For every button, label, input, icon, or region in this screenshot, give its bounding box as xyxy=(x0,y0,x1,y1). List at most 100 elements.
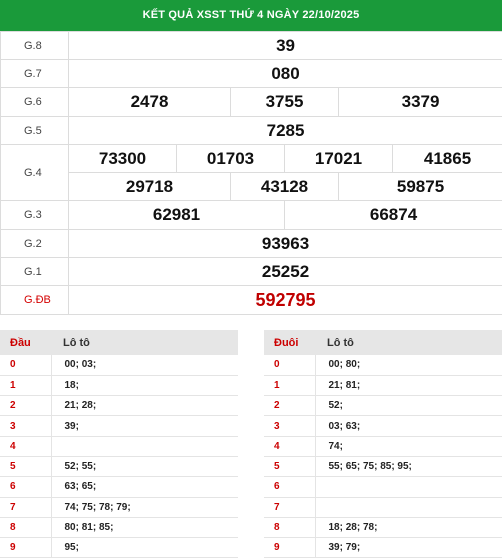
head-digit: 5 xyxy=(0,456,51,476)
prize-row-special: G.ĐB 592795 xyxy=(1,286,502,315)
loto-values: 95; xyxy=(51,538,238,558)
prize-number: 41865 xyxy=(393,145,502,173)
loto-values: 63; 65; xyxy=(51,477,238,497)
loto-header: Lô tô xyxy=(315,330,502,355)
prize-number: 25252 xyxy=(69,258,502,286)
prize-row-g2: G.2 93963 xyxy=(1,230,502,258)
loto-values: 74; 75; 78; 79; xyxy=(51,497,238,517)
prize-label: G.4 xyxy=(1,145,69,201)
prize-number: 17021 xyxy=(285,145,393,173)
loto-values xyxy=(51,436,238,456)
results-table: G.8 39 G.7 080 G.6 2478 3755 3379 G.5 72… xyxy=(0,31,502,315)
prize-number: 2478 xyxy=(69,88,231,117)
tail-digit: 1 xyxy=(264,375,315,395)
prize-row-g8: G.8 39 xyxy=(1,32,502,60)
tail-digit: 8 xyxy=(264,517,315,537)
prize-number: 3755 xyxy=(231,88,339,117)
loto-values: 03; 63; xyxy=(315,416,502,436)
loto-values: 39; xyxy=(51,416,238,436)
prize-number: 59875 xyxy=(339,173,502,201)
dau-header: Đầu xyxy=(0,330,51,355)
loto-values: 21; 28; xyxy=(51,396,238,416)
special-prize-number: 592795 xyxy=(69,286,502,315)
tail-digit: 2 xyxy=(264,396,315,416)
loto-values: 52; xyxy=(315,396,502,416)
loto-values: 21; 81; xyxy=(315,375,502,395)
loto-values: 18; 28; 78; xyxy=(315,517,502,537)
prize-row-g4: G.4 73300 01703 17021 41865 xyxy=(1,145,502,173)
prize-row-g6: G.6 2478 3755 3379 xyxy=(1,88,502,117)
prize-number: 93963 xyxy=(69,230,502,258)
head-digit: 2 xyxy=(0,396,51,416)
head-digit: 7 xyxy=(0,497,51,517)
prize-number: 7285 xyxy=(69,117,502,145)
tail-digit: 3 xyxy=(264,416,315,436)
tail-digit: 5 xyxy=(264,456,315,476)
tail-digit: 7 xyxy=(264,497,315,517)
loto-values: 00; 03; xyxy=(51,355,238,375)
table-row: 6 xyxy=(264,477,502,497)
prize-number: 43128 xyxy=(231,173,339,201)
prize-number: 73300 xyxy=(69,145,177,173)
tail-digit: 6 xyxy=(264,477,315,497)
head-digit: 9 xyxy=(0,538,51,558)
table-row: 7 xyxy=(264,497,502,517)
tail-digit: 4 xyxy=(264,436,315,456)
loto-header: Lô tô xyxy=(51,330,238,355)
prize-label: G.6 xyxy=(1,88,69,117)
tail-digit: 0 xyxy=(264,355,315,375)
prize-number: 3379 xyxy=(339,88,502,117)
head-digit: 3 xyxy=(0,416,51,436)
prize-number: 62981 xyxy=(69,201,285,230)
prize-label: G.2 xyxy=(1,230,69,258)
prize-row-g5: G.5 7285 xyxy=(1,117,502,145)
loto-values: 39; 79; xyxy=(315,538,502,558)
loto-values xyxy=(315,497,502,517)
results-title: KẾT QUẢ XSST THỨ 4 NGÀY 22/10/2025 xyxy=(0,0,502,31)
table-row: 4 xyxy=(0,436,238,456)
prize-row-g4b: 29718 43128 59875 xyxy=(1,173,502,201)
loto-values: 18; xyxy=(51,375,238,395)
head-digit: 4 xyxy=(0,436,51,456)
prize-label-special: G.ĐB xyxy=(1,286,69,315)
prize-number: 39 xyxy=(69,32,502,60)
prize-number: 29718 xyxy=(69,173,231,201)
loto-values: 74; xyxy=(315,436,502,456)
head-digit: 0 xyxy=(0,355,51,375)
prize-label: G.7 xyxy=(1,60,69,88)
head-digit: 1 xyxy=(0,375,51,395)
tail-digit: 9 xyxy=(264,538,315,558)
prize-row-g1: G.1 25252 xyxy=(1,258,502,286)
prize-label: G.5 xyxy=(1,117,69,145)
prize-number: 66874 xyxy=(285,201,502,230)
loto-values: 55; 65; 75; 85; 95; xyxy=(315,456,502,476)
loto-values: 52; 55; xyxy=(51,456,238,476)
loto-values: 00; 80; xyxy=(315,355,502,375)
loto-values: 80; 81; 85; xyxy=(51,517,238,537)
head-digit: 6 xyxy=(0,477,51,497)
prize-number: 080 xyxy=(69,60,502,88)
duoi-header: Đuôi xyxy=(264,330,315,355)
prize-label: G.8 xyxy=(1,32,69,60)
loto-values xyxy=(315,477,502,497)
prize-row-g3: G.3 62981 66874 xyxy=(1,201,502,230)
prize-label: G.3 xyxy=(1,201,69,230)
